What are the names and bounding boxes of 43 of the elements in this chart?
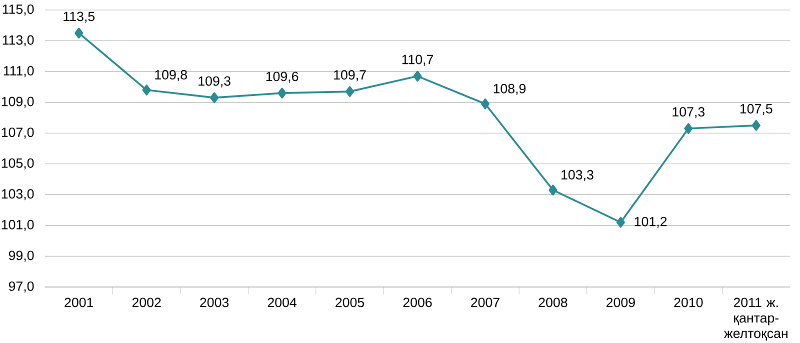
- y-tick-label: 109,0: [2, 96, 34, 108]
- point: [74, 28, 84, 38]
- y-tick-label: 97,0: [8, 281, 34, 293]
- data-label: 107,5: [740, 104, 772, 116]
- data-label: 109,8: [155, 70, 187, 82]
- point: [413, 70, 422, 82]
- x-tick-label: 2003: [200, 298, 229, 308]
- y-tick-label: 113,0: [2, 35, 34, 46]
- x-tick-label: 2004: [268, 298, 297, 308]
- x-tick-label: 2001: [64, 298, 94, 308]
- data-label: 109,7: [334, 70, 366, 82]
- data-label: 108,9: [494, 84, 526, 95]
- y-tick-label: 99,0: [8, 250, 34, 262]
- y-tick-label: 103,0: [2, 189, 34, 200]
- point: [278, 88, 286, 99]
- x-tick-label: 2010: [674, 298, 703, 308]
- x-tick-label: 2008: [538, 298, 568, 308]
- y-tick-label: 107,0: [2, 128, 34, 139]
- y-tick-label: 111,0: [4, 66, 34, 78]
- x-tick-label: 2011 ж. қантар-желтоқсан: [724, 298, 788, 341]
- data-label: 110,7: [402, 54, 434, 66]
- y-tick-label: 115,0: [2, 4, 34, 16]
- x-tick-label: 2009: [606, 298, 635, 308]
- data-label: 103,3: [562, 170, 594, 182]
- point: [142, 84, 151, 96]
- x-tick-label: 2005: [336, 298, 364, 308]
- data-label: 113,5: [64, 12, 95, 23]
- data-label: 109,6: [266, 72, 298, 83]
- x-tick-label: 2007: [471, 298, 500, 308]
- x-tick-label: 2006: [403, 298, 432, 308]
- y-tick-label: 105,0: [2, 158, 34, 170]
- point: [480, 98, 490, 110]
- point: [616, 216, 625, 228]
- point: [684, 123, 693, 134]
- y-tick-label: 101,0: [2, 220, 34, 231]
- data-label: 101,2: [634, 216, 667, 228]
- x-tick-label: 2002: [132, 298, 161, 308]
- point: [345, 86, 354, 97]
- point: [548, 184, 558, 196]
- data-label: 109,3: [198, 76, 230, 88]
- data-label: 107,3: [672, 107, 705, 118]
- point: [210, 92, 219, 104]
- point: [752, 120, 760, 131]
